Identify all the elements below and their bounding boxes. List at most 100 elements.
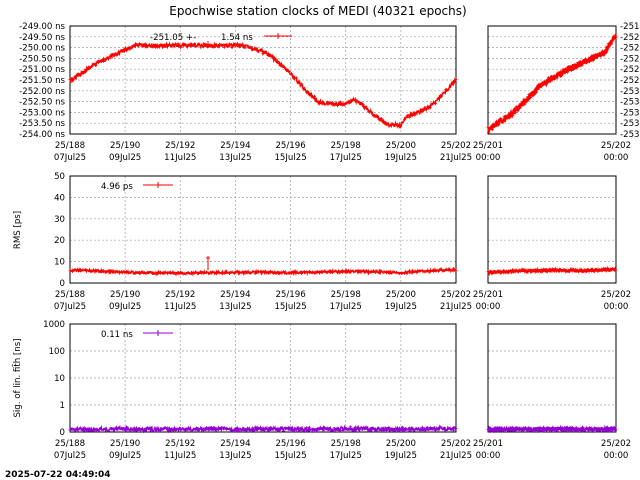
rms-zoom-series-line xyxy=(487,265,617,277)
sig-main-x-tick-bottom: 11Jul25 xyxy=(164,451,196,461)
sig-zoom-series xyxy=(486,424,618,434)
sig-zoom-series-line xyxy=(487,424,617,434)
clock-main-ytick: -250.50 ns xyxy=(19,54,65,64)
sig-zoom-x-tick-top: 25/201 xyxy=(473,439,503,449)
clock-legend-mean: -251.05 +- xyxy=(150,33,196,43)
clock-zoom-ytick: -253 xyxy=(620,130,640,140)
rms-zoom-x-tick-top: 25/201 xyxy=(473,290,503,300)
sig-main-x-tick-top: 25/192 xyxy=(165,439,195,449)
clock-zoom-frame xyxy=(487,25,617,135)
rms-main-ytick: 40 xyxy=(54,193,65,203)
rms-main-x-tick-bottom: 11Jul25 xyxy=(164,302,196,312)
sig-ylabel: Sig. of lin. fit̄h [ns] xyxy=(11,338,23,417)
clock-main-x-tick-bottom: 09Jul25 xyxy=(109,153,141,163)
rms-main-x-tick-bottom: 15Jul25 xyxy=(274,302,306,312)
sig-main-x-tick-bottom: 17Jul25 xyxy=(330,451,362,461)
rms-zoom-x-tick-bottom: 00:00 xyxy=(476,302,501,312)
rms-main-ytick: 50 xyxy=(54,172,65,182)
sig-main-ytick: 10 xyxy=(54,374,65,384)
clock-main-series-line xyxy=(69,41,457,129)
clock-main-ytick: -249.00 ns xyxy=(19,22,65,32)
clock-main-ytick: -250.00 ns xyxy=(19,44,65,54)
sig-legend-label: 0.11 ns xyxy=(101,330,133,340)
clock-main-x-tick-top: 25/198 xyxy=(331,141,361,151)
clock-main-x-tick-bottom: 15Jul25 xyxy=(274,153,306,163)
clock-main-x-tick-top: 25/190 xyxy=(110,141,140,151)
sig-main-frame xyxy=(69,323,457,433)
clock-zoom-ytick: -253 xyxy=(620,87,640,97)
rms-zoom-frame xyxy=(487,175,617,284)
clock-main-x-tick-bottom: 17Jul25 xyxy=(330,153,362,163)
clock-main-x-tick-top: 25/194 xyxy=(220,141,250,151)
rms-zoom-x-tick-top: 25/202 xyxy=(601,290,631,300)
rms-main-x-tick-bottom: 19Jul25 xyxy=(385,302,417,312)
sig-main-x-tick-bottom: 21Jul25 xyxy=(440,451,472,461)
sig-zoom-x-tick-bottom: 00:00 xyxy=(476,451,501,461)
sig-main-ytick: 0 xyxy=(60,428,65,438)
rms-main-x-tick-bottom: 17Jul25 xyxy=(330,302,362,312)
sig-main-x-tick-bottom: 15Jul25 xyxy=(274,451,306,461)
chart-title: Epochwise station clocks of MEDI (40321 … xyxy=(169,4,466,18)
clock-main-x-tick-bottom: 13Jul25 xyxy=(219,153,251,163)
rms-main-x-tick-top: 25/202 xyxy=(441,290,471,300)
clock-main-x-tick-bottom: 07Jul25 xyxy=(54,153,86,163)
sig-zoom-x-tick-bottom: 00:00 xyxy=(604,451,629,461)
clock-zoom-ytick: -252 xyxy=(620,44,640,54)
clock-zoom-x-tick-bottom: 00:00 xyxy=(476,153,501,163)
rms-zoom-x-tick-bottom: 00:00 xyxy=(604,302,629,312)
sig-main-x-tick-bottom: 19Jul25 xyxy=(385,451,417,461)
sig-main-x-tick-top: 25/194 xyxy=(220,439,250,449)
sig-main-x-tick-top: 25/188 xyxy=(55,439,85,449)
rms-zoom-series xyxy=(486,265,618,277)
clock-zoom-ytick: -252 xyxy=(620,54,640,64)
sig-main-series xyxy=(68,424,458,434)
sig-main-x-tick-top: 25/202 xyxy=(441,439,471,449)
clock-zoom-ytick: -253 xyxy=(620,108,640,118)
rms-main-ytick: 30 xyxy=(54,215,65,225)
rms-main-x-tick-bottom: 09Jul25 xyxy=(109,302,141,312)
clock-main-ytick: -249.50 ns xyxy=(19,33,65,43)
rms-main-x-tick-top: 25/190 xyxy=(110,290,140,300)
sig-main-ytick: 1000 xyxy=(43,320,65,330)
rms-main-x-tick-bottom: 21Jul25 xyxy=(440,302,472,312)
rms-main-ytick: 20 xyxy=(54,236,65,246)
clock-main-x-tick-bottom: 19Jul25 xyxy=(385,153,417,163)
clock-main-x-tick-top: 25/196 xyxy=(275,141,305,151)
rms-ylabel: RMS [ps] xyxy=(13,211,23,249)
clock-zoom-ytick: -253 xyxy=(620,119,640,129)
clock-main-x-tick-top: 25/202 xyxy=(441,141,471,151)
clock-main-ytick: -251.50 ns xyxy=(19,76,65,86)
clock-legend-rms: 1.54 ns xyxy=(221,33,253,43)
clock-main-ytick: -253.50 ns xyxy=(19,119,65,129)
sig-main-x-tick-bottom: 09Jul25 xyxy=(109,451,141,461)
sig-main-x-tick-bottom: 13Jul25 xyxy=(219,451,251,461)
sig-zoom-x-tick-top: 25/202 xyxy=(601,439,631,449)
rms-main-frame xyxy=(69,175,457,284)
sig-zoom-frame xyxy=(487,323,617,433)
clock-zoom-ytick: -252 xyxy=(620,33,640,43)
clock-zoom-ytick: -252 xyxy=(620,65,640,75)
rms-main-ytick: 0 xyxy=(60,279,65,289)
rms-main-x-tick-top: 25/188 xyxy=(55,290,85,300)
clock-main-ytick: -254.00 ns xyxy=(19,130,65,140)
clock-main-x-tick-top: 25/200 xyxy=(386,141,416,151)
clock-main-x-tick-bottom: 11Jul25 xyxy=(164,153,196,163)
sig-main-series-line xyxy=(69,424,457,434)
clock-zoom-series xyxy=(486,33,618,134)
timestamp: 2025-07-22 04:49:04 xyxy=(5,470,110,480)
rms-main-series-line xyxy=(69,266,457,277)
clock-main-ytick: -252.00 ns xyxy=(19,87,65,97)
clock-zoom-ytick: -251 xyxy=(620,22,640,32)
sig-main-ytick: 100 xyxy=(49,347,65,357)
rms-main-x-tick-top: 25/196 xyxy=(275,290,305,300)
clock-main-x-tick-bottom: 21Jul25 xyxy=(440,153,472,163)
clock-zoom-x-tick-top: 25/202 xyxy=(601,141,631,151)
rms-main-series xyxy=(68,266,458,277)
clock-main-series xyxy=(68,41,458,129)
sig-main-x-tick-top: 25/190 xyxy=(110,439,140,449)
sig-main-x-tick-top: 25/196 xyxy=(275,439,305,449)
rms-main-ytick: 10 xyxy=(54,258,65,268)
rms-main-x-tick-bottom: 13Jul25 xyxy=(219,302,251,312)
sig-main-x-tick-top: 25/198 xyxy=(331,439,361,449)
